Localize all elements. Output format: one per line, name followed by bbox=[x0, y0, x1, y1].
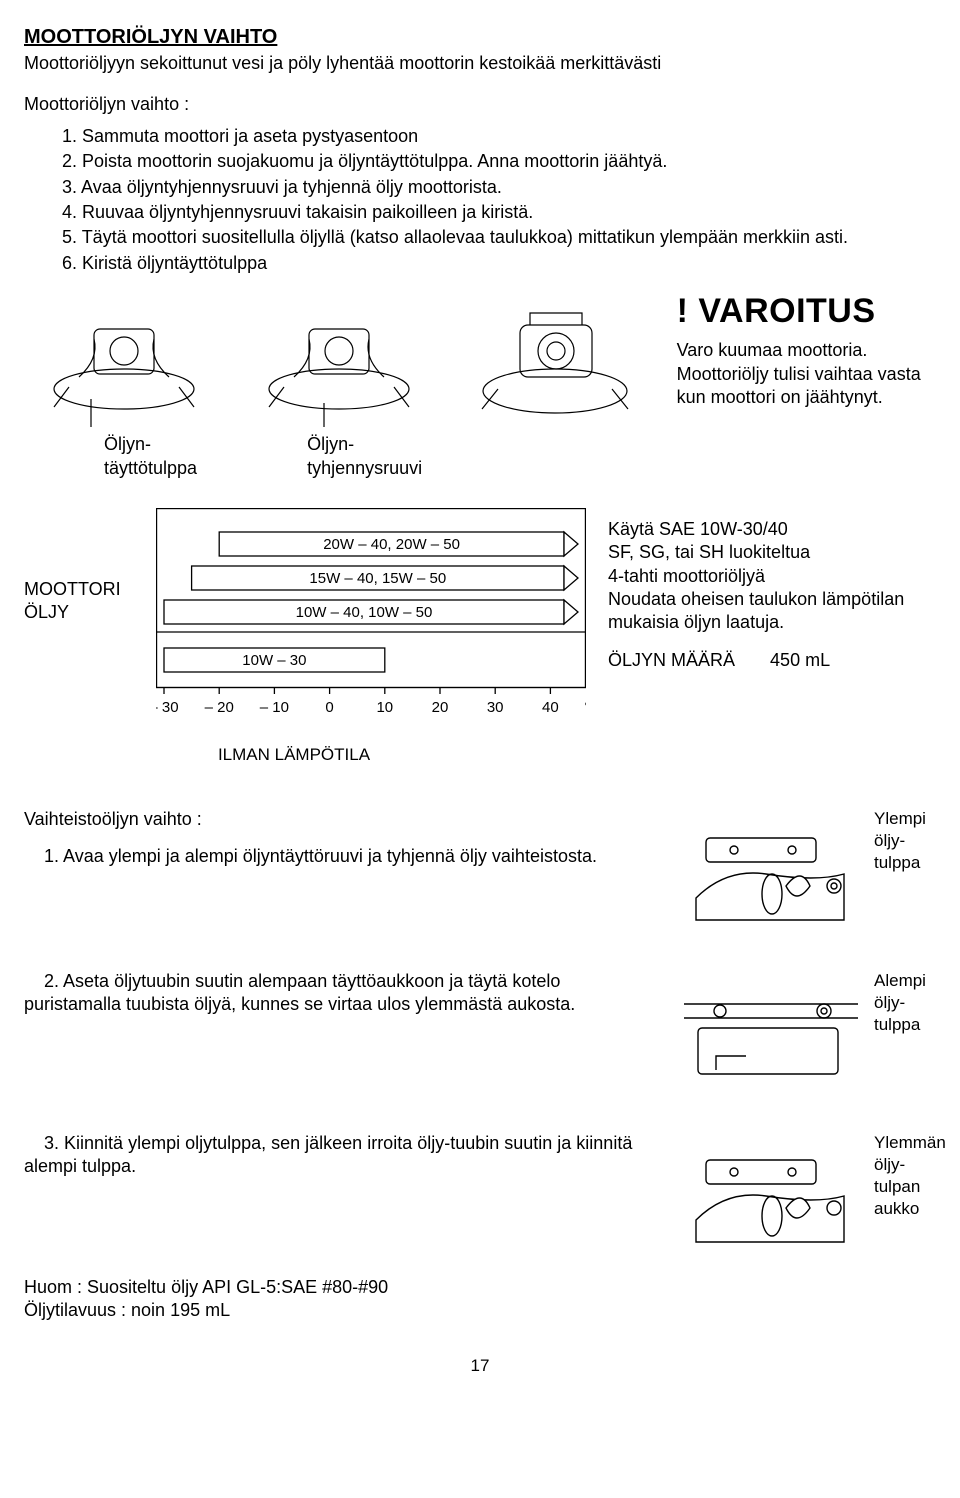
svg-text:°C: °C bbox=[584, 699, 586, 716]
subheading: Moottoriöljyn vaihto : bbox=[24, 93, 936, 116]
warning-line: Varo kuumaa moottoria. bbox=[677, 339, 936, 362]
svg-text:30: 30 bbox=[487, 699, 504, 716]
gearbox-diagram-1 bbox=[676, 808, 866, 928]
footer-line: Öljytilavuus : noin 195 mL bbox=[24, 1299, 936, 1322]
oil-spec-text: Käytä SAE 10W-30/40 SF, SG, tai SH luoki… bbox=[608, 508, 936, 672]
text-line: Noudata oheisen taulukon lämpötilan muka… bbox=[608, 588, 936, 635]
text-line: 4-tahti moottoriöljyä bbox=[608, 565, 936, 588]
page-title: MOOTTORIÖLJYN VAIHTO bbox=[24, 24, 936, 50]
page-number: 17 bbox=[24, 1355, 936, 1377]
gearbox-step: 2. Aseta öljytuubin suutin alempaan täyt… bbox=[24, 970, 656, 1017]
svg-text:10W – 30: 10W – 30 bbox=[242, 652, 306, 669]
oil-viscosity-chart: 20W – 40, 20W – 50 15W – 40, 15W – 50 10W … bbox=[156, 508, 586, 738]
fill-plug-label: Öljyn- täyttötulppa bbox=[104, 433, 197, 480]
upper-plug-hole-label: Ylemmän öljy- tulpan aukko bbox=[874, 1132, 946, 1220]
lower-plug-label: Alempi öljy- tulppa bbox=[874, 970, 926, 1036]
svg-text:15W – 40, 15W – 50: 15W – 40, 15W – 50 bbox=[309, 570, 446, 587]
svg-text:20: 20 bbox=[432, 699, 449, 716]
step-list: 1. Sammuta moottori ja aseta pystyasento… bbox=[24, 125, 936, 275]
engine-diagram-1 bbox=[24, 289, 224, 439]
list-item: 5. Täytä moottori suositellulla öljyllä … bbox=[62, 226, 936, 249]
svg-text:40: 40 bbox=[542, 699, 559, 716]
gearbox-step: 3. Kiinnitä ylempi oljytulppa, sen jälke… bbox=[24, 1132, 656, 1179]
gearbox-diagram-2 bbox=[676, 970, 866, 1090]
engine-diagram-2 bbox=[240, 289, 440, 439]
upper-plug-label: Ylempi öljy- tulppa bbox=[874, 808, 926, 874]
svg-text:– 10: – 10 bbox=[260, 699, 289, 716]
warning-title: ! VAROITUS bbox=[677, 289, 936, 333]
list-item: 6. Kiristä öljyntäyttötulppa bbox=[62, 252, 936, 275]
svg-text:0: 0 bbox=[325, 699, 333, 716]
warning-line: Moottoriöljy tulisi vaihtaa vasta kun mo… bbox=[677, 363, 936, 410]
drain-screw-label: Öljyn- tyhjennysruuvi bbox=[307, 433, 422, 480]
warning-block: ! VAROITUS Varo kuumaa moottoria. Mootto… bbox=[671, 289, 936, 409]
oil-amount-label: ÖLJYN MÄÄRÄ bbox=[608, 650, 735, 670]
oil-amount-value: 450 mL bbox=[770, 650, 830, 670]
svg-text:– 30: – 30 bbox=[156, 699, 179, 716]
svg-text:– 20: – 20 bbox=[205, 699, 234, 716]
engine-diagram-3 bbox=[455, 289, 655, 439]
intro-text: Moottoriöljyyn sekoittunut vesi ja pöly … bbox=[24, 52, 936, 75]
motor-oil-label: MOOTTORI ÖLJY bbox=[24, 508, 134, 625]
gearbox-diagram-3 bbox=[676, 1132, 866, 1252]
air-temp-label: ILMAN LÄMPÖTILA bbox=[24, 744, 564, 766]
svg-text:10: 10 bbox=[376, 699, 393, 716]
text-line: Käytä SAE 10W-30/40 bbox=[608, 518, 936, 541]
text-line: SF, SG, tai SH luokiteltua bbox=[608, 541, 936, 564]
gearbox-heading: Vaihteistoöljyn vaihto : bbox=[24, 808, 656, 831]
svg-text:10W – 40, 10W – 50: 10W – 40, 10W – 50 bbox=[296, 604, 433, 621]
list-item: 4. Ruuvaa öljyntyhjennysruuvi takaisin p… bbox=[62, 201, 936, 224]
list-item: 2. Poista moottorin suojakuomu ja öljynt… bbox=[62, 150, 936, 173]
svg-text:20W – 40, 20W – 50: 20W – 40, 20W – 50 bbox=[323, 536, 460, 553]
footer-line: Huom : Suositeltu öljy API GL-5:SAE #80-… bbox=[24, 1276, 936, 1299]
list-item: 1. Sammuta moottori ja aseta pystyasento… bbox=[62, 125, 936, 148]
list-item: 3. Avaa öljyntyhjennysruuvi ja tyhjennä … bbox=[62, 176, 936, 199]
gearbox-step: 1. Avaa ylempi ja alempi öljyntäyttöruuv… bbox=[24, 845, 656, 868]
